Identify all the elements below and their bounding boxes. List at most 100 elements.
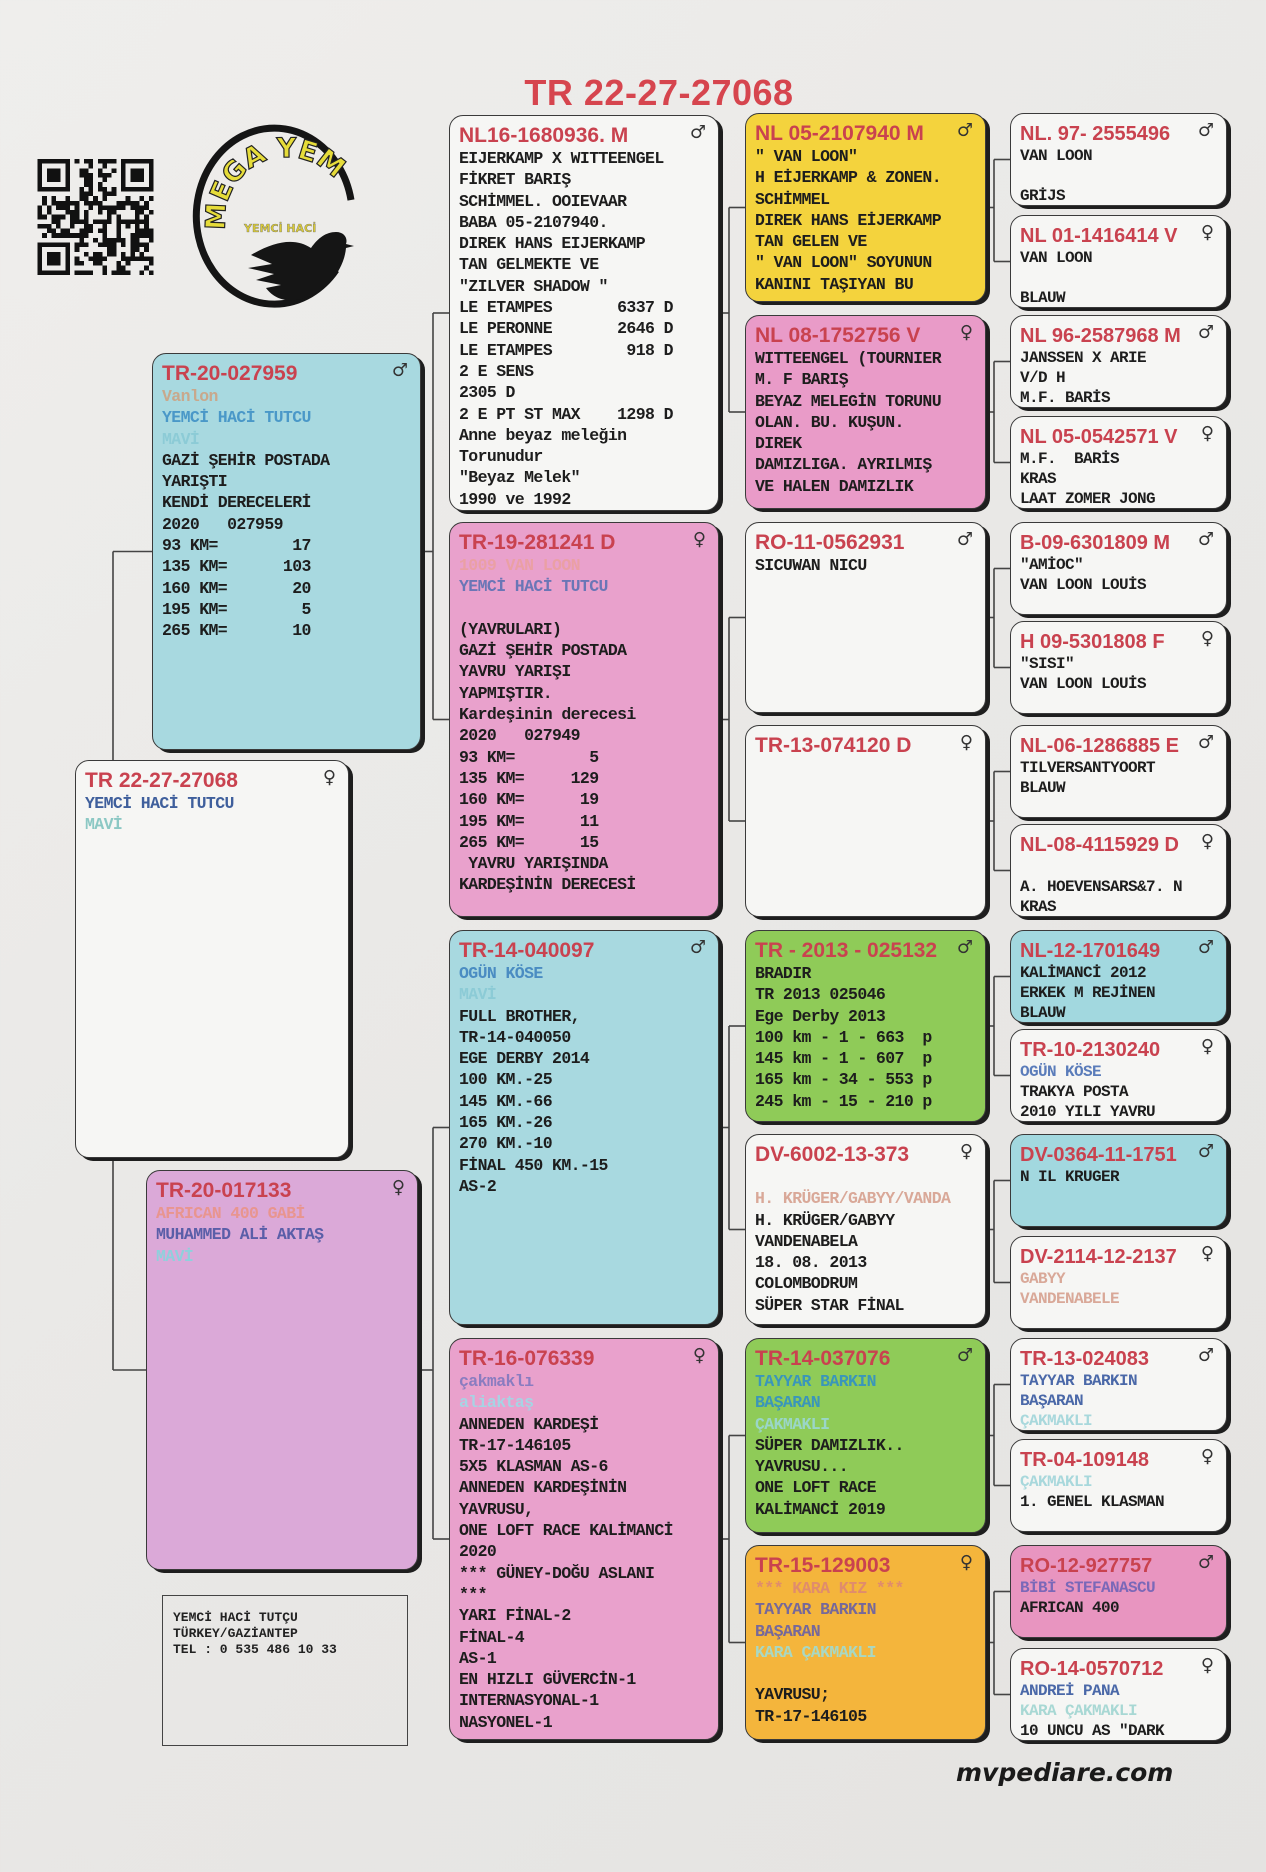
pedigree-line: "ZILVER SHADOW " [459,276,608,296]
male-symbol-icon: ♂ [956,937,973,958]
pedigree-line: çakmaklı [459,1372,534,1391]
pedigree-line: A. HOEVENSARS&7. N [1020,878,1183,896]
pedigree-line: BAŞARAN [755,1393,821,1413]
pedigree-line: KANINI TAŞIYAN BU [755,274,914,294]
pedigree-title: TR 22-27-27068 [524,72,794,113]
pedigree-line: YEMCİ HACİ TUTCU [459,577,608,597]
pedigree-line: 2020 027949 [459,726,581,746]
ring-number: NL. 97- 2555496 [1020,123,1171,145]
male-symbol-icon: ♂ [1197,322,1214,343]
pedigree-line: DIREK HANS EIJERKAMP [459,234,646,254]
pedigree-box-g14: TR-04-109148 ♀ ÇAKMAKLI 1. GENEL KLASMAN [1010,1439,1227,1532]
ring-number: NL-12-1701649 [1020,940,1161,962]
pedigree-line: ONE LOFT RACE KALİMANCİ [459,1521,674,1541]
pedigree-line: FİNAL 450 KM.-15 [459,1155,608,1175]
female-symbol-icon: ♀ [1200,1036,1214,1057]
male-symbol-icon: ♂ [689,937,706,958]
pedigree-box-ds: TR-14-040097 ♂ OGÜN KÖSE MAVİ FULL BROTHER, T… [449,930,719,1325]
pedigree-line: TR 2013 025046 [755,985,886,1005]
pedigree-line: 10 UNCU AS "DARK [1020,1722,1165,1740]
pedigree-line: DIREK HANS EİJERKAMP [755,210,942,230]
pedigree-line: ANDREİ PANA [1020,1682,1120,1700]
pedigree-line: TILVERSANTYOORT [1020,759,1156,777]
male-symbol-icon: ♂ [956,1345,973,1366]
ring-number: H 09-5301808 F [1020,631,1165,653]
pedigree-line [1020,857,1218,877]
pedigree-line: *** KARA KIZ *** [755,1579,904,1598]
pedigree-line: VAN LOON LOUİS [1020,675,1147,693]
pedigree-box-g7: NL-06-1286885 E ♂ TILVERSANTYOORT BLAUW [1010,725,1227,818]
pedigree-box-dsd: DV-6002-13-373 ♀ H. KRÜGER/GABYY/VANDA H. … [745,1134,986,1325]
female-symbol-icon: ♀ [1200,1243,1214,1264]
pedigree-line: BLAUW [1020,1004,1066,1022]
pedigree-line: 135 KM= 103 [162,557,311,577]
pedigree-line: INTERNASYONAL-1 [459,1691,599,1711]
male-symbol-icon: ♂ [1197,1141,1214,1162]
ring-number: TR-13-074120 D [755,734,912,757]
pedigree-line: 265 KM= 15 [459,832,599,852]
ring-number: RO-11-0562931 [755,531,905,554]
male-symbol-icon: ♂ [391,360,408,381]
pedigree-line: ERKEK M REJİNEN [1020,984,1156,1002]
pedigree-line: 270 KM.-10 [459,1134,553,1154]
pedigree-line: ÇAKMAKLI [1020,1473,1093,1491]
pedigree-line: VE HALEN DAMIZLIK [755,476,914,496]
ring-number: NL 05-0542571 V [1020,426,1178,448]
pedigree-line: YAVRUSU, [459,1499,534,1519]
pedigree-line: KARA ÇAKMAKLI [755,1642,877,1662]
pedigree-line [755,1663,977,1684]
pedigree-line: 265 KM= 10 [162,621,311,641]
pedigree-line: ONE LOFT RACE [755,1478,877,1498]
pedigree-line: MAVİ [85,815,123,835]
pigeon-icon [248,232,354,301]
pedigree-line: COLOMBODRUM [755,1274,858,1294]
pedigree-line: KALİMANCİ 2012 [1020,964,1147,982]
pedigree-line: 145 km - 1 - 607 p [755,1049,932,1069]
female-symbol-icon: ♀ [692,529,706,550]
female-symbol-icon: ♀ [1200,1446,1214,1467]
pedigree-line: ÇAKMAKLI [1020,1412,1093,1430]
qr-code [37,159,154,275]
male-symbol-icon: ♂ [1197,1552,1214,1573]
pedigree-box-g2: NL 01-1416414 V ♀ VAN LOON BLAUW [1010,215,1227,308]
pedigree-box-sd: TR-19-281241 D ♀ 1009 VAN LOON YEMCİ HACİ T… [449,522,719,917]
pedigree-line: 1990 ve 1992 [459,489,571,509]
pedigree-line: KRAS [1020,470,1057,488]
male-symbol-icon: ♂ [1197,1345,1214,1366]
pedigree-box-g11: DV-0364-11-1751 ♂ N IL KRUGER [1010,1134,1227,1227]
pedigree-line: AS-1 [459,1648,497,1668]
ring-number: TR-04-109148 [1020,1449,1149,1471]
pedigree-box-g3: NL 96-2587968 M ♂ JANSSEN X ARIE V/D H M.F. … [1010,315,1227,408]
pedigree-line: SCHİMMEL. OOIEVAAR [459,191,627,211]
pedigree-box-sds: RO-11-0562931 ♂ SICUWAN NICU [745,522,986,713]
pedigree-line [1020,166,1218,186]
pedigree-box-g12: DV-2114-12-2137 ♀ GABYY VANDENABELE [1010,1236,1227,1329]
pedigree-line: MUHAMMED ALİ AKTAŞ [156,1225,324,1245]
pedigree-line: MAVİ [156,1246,194,1266]
pedigree-line: MAVİ [162,429,200,449]
pedigree-line: 18. 08. 2013 [755,1253,867,1273]
pedigree-line: 165 KM.-26 [459,1113,553,1133]
pedigree-line: AS-2 [459,1176,497,1196]
ring-number: TR-13-024083 [1020,1348,1149,1370]
male-symbol-icon: ♂ [956,120,973,141]
pedigree-line: DIREK [755,434,802,454]
pedigree-line: BLAUW [1020,779,1066,797]
pedigree-box-g13: TR-13-024083 ♂ TAYYAR BARKIN BAŞARAN ÇAKMAKL… [1010,1338,1227,1431]
pedigree-line: TAYYAR BARKIN [755,1372,877,1391]
pedigree-line: NASYONEL-1 [459,1712,553,1732]
pedigree-line: FİNAL-4 [459,1627,525,1647]
pedigree-line: 2305 D [459,383,515,403]
pedigree-line: H EİJERKAMP & ZONEN. [755,168,942,188]
ring-number: NL 05-2107940 M [755,122,924,145]
breeder-contact-box: YEMCİ HACİ TUTÇU TÜRKEY/GAZİANTEP TEL : … [162,1595,408,1746]
pedigree-line: *** [459,1584,488,1604]
pedigree-box-g10: TR-10-2130240 ♀ OGÜN KÖSE TRAKYA POSTA 2010 … [1010,1029,1227,1122]
pedigree-line: KRAS [1020,898,1057,916]
female-symbol-icon: ♀ [322,767,336,788]
pedigree-line: ÇAKMAKLI [755,1414,830,1434]
ring-number: NL-08-4115929 D [1020,834,1179,856]
pedigree-line: AFRICAN 400 [1020,1599,1120,1617]
pedigree-line: M.F. BARİS [1020,450,1120,468]
